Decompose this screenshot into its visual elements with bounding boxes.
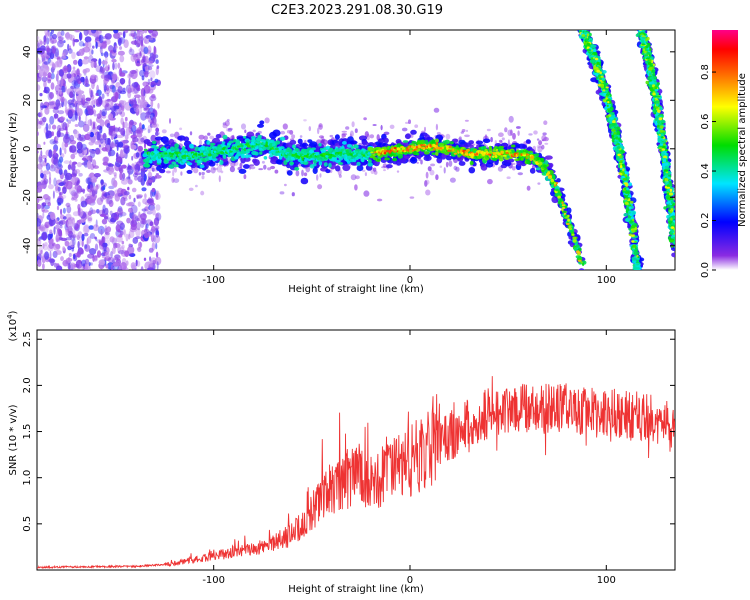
heatmap-y-tick-label: 40 [22,45,33,58]
colorbar-tick-label: 0.0 [700,262,711,278]
colorbar-gradient [712,30,738,270]
colorbar-tick-label: 0.8 [700,64,711,80]
colorbar-ticks: 0.0 0.2 0.4 0.6 0.8 [700,64,716,278]
heatmap-x-axis-label: Height of straight line (km) [288,284,424,295]
heatmap-y-tick-label: -40 [22,238,33,254]
snr-x-tick-label: -100 [202,575,225,586]
snr-scale-close: ) [8,310,19,314]
track-mirror-2 [635,30,675,258]
snr-scale-label: (x104) [6,310,19,341]
heatmap-panel: -100 0 100 40 20 0 -20 -40 Height of straight … [8,29,676,295]
colorbar-label: Normalized spectral amplitude [737,73,748,227]
snr-y-tick-label: 1.5 [22,424,33,440]
figure-title: C2E3.2023.291.08.30.G19 [271,3,443,18]
snr-y-tick-label: 2.0 [22,377,33,393]
noise-speckle [37,30,162,270]
track-mirror-1 [577,30,645,270]
heatmap-x-tick-label: 100 [597,275,616,286]
colorbar-tick-label: 0.4 [700,163,711,179]
snr-series-line [37,376,675,570]
snr-scale-base: (x10 [8,319,19,342]
heatmap-x-ticks: -100 0 100 [202,30,616,286]
heatmap-marks [37,30,675,270]
snr-y-tick-label: 1.0 [22,470,33,486]
snr-y-axis-label: SNR (10 * v/v) [8,404,19,475]
heatmap-y-axis-label: Frequency (Hz) [8,112,19,188]
snr-x-tick-label: 100 [597,575,616,586]
snr-scale-exponent: 4 [6,314,14,319]
colorbar-tick-label: 0.6 [700,114,711,130]
snr-x-axis-label: Height of straight line (km) [288,584,424,595]
heatmap-y-ticks: 40 20 0 -20 -40 [22,45,675,254]
snr-y-tick-label: 0.5 [22,516,33,532]
snr-y-ticks: 0.5 1.0 1.5 2.0 2.5 [22,331,675,532]
heatmap-y-tick-label: 20 [22,94,33,107]
heatmap-x-tick-label: 0 [407,275,413,286]
heatmap-y-tick-label: -20 [22,189,33,205]
track-main [140,120,587,270]
heatmap-x-tick-label: -100 [202,275,225,286]
colorbar-tick-label: 0.2 [700,213,711,229]
snr-panel: -100 0 100 0.5 1.0 1.5 2.0 2.5 Height of strai… [6,310,676,595]
colorbar: 0.0 0.2 0.4 0.6 0.8 Normalized spectral ampl… [700,30,748,278]
snr-x-ticks: -100 0 100 [202,330,616,586]
snr-y-tick-label: 2.5 [22,331,33,347]
heatmap-y-tick-label: 0 [22,146,33,152]
snr-x-tick-label: 0 [407,575,413,586]
